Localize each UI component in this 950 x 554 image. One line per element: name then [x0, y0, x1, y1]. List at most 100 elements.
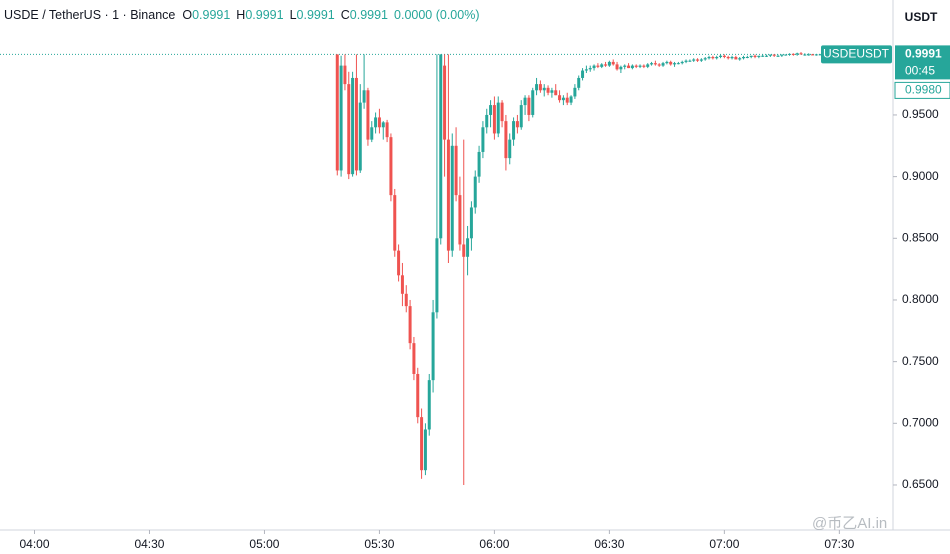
candle-body [508, 139, 512, 159]
candle-body [669, 61, 673, 65]
y-tick-label: 0.9500 [902, 107, 939, 121]
candle-body [450, 145, 454, 251]
candle-body [362, 90, 366, 103]
candle-body [569, 96, 573, 103]
candle-body [519, 105, 523, 128]
candle-body [707, 56, 711, 59]
legend-key: H [236, 8, 246, 22]
candle-body [642, 65, 646, 67]
candle-body [515, 121, 519, 128]
candle-body [615, 64, 619, 70]
price-tag: 0.9991 [905, 47, 942, 61]
candle-body [389, 137, 393, 196]
candle-body [607, 61, 611, 66]
candle-body [550, 90, 554, 93]
candle-body [420, 417, 424, 471]
candle-body [788, 53, 792, 55]
candle-body [699, 59, 703, 61]
candle-body [577, 77, 581, 88]
legend-value: 0.9991 [245, 8, 284, 22]
change: 0.0000 (0.00%) [394, 8, 480, 22]
candle-body [673, 63, 677, 65]
candle-body [638, 65, 642, 67]
x-tick-label: 04:30 [134, 537, 164, 551]
candle-body [435, 238, 439, 313]
candle-body [634, 65, 638, 67]
candle-body [676, 63, 680, 65]
ohlc: O0.9991 H0.9991 L0.9991 C0.9991 [182, 8, 394, 22]
candle-body [354, 77, 358, 171]
candle-body [657, 64, 661, 66]
candle-body [726, 56, 730, 59]
candle-body [489, 105, 493, 115]
candle-body [688, 60, 692, 62]
candle-body [500, 102, 504, 122]
candle-body [542, 87, 546, 91]
x-tick-label: 07:30 [824, 537, 854, 551]
candle-body [611, 61, 615, 65]
candle-body [811, 54, 815, 56]
candle-body [646, 64, 650, 67]
marker-tag: 0.9980 [905, 83, 942, 97]
candle-body [358, 102, 362, 171]
x-tick-label: 05:00 [249, 537, 279, 551]
x-tick-label: 06:00 [479, 537, 509, 551]
candle-body [696, 59, 700, 61]
watermark: @币乙AI.in [812, 515, 887, 532]
candle-body [496, 102, 500, 134]
candle-body [343, 65, 347, 85]
candle-body [423, 429, 427, 471]
candle-body [546, 87, 550, 93]
candle-body [799, 53, 803, 55]
candle-body [650, 63, 654, 65]
candle-body [734, 56, 738, 60]
candle-body [454, 145, 458, 196]
candle-body [439, 54, 443, 239]
x-tick-label: 07:00 [709, 537, 739, 551]
axis-unit: USDT [905, 10, 938, 24]
candle-body [719, 55, 723, 57]
candle-body [711, 56, 715, 59]
candle-body [443, 65, 447, 140]
x-tick-label: 06:30 [594, 537, 624, 551]
candle-body [427, 380, 431, 430]
y-tick-label: 0.7000 [902, 415, 939, 429]
legend-value: 0.9991 [349, 8, 389, 22]
candle-body [538, 84, 542, 91]
candle-body [535, 84, 539, 91]
candle-body [807, 54, 811, 56]
candle-body [370, 127, 374, 140]
candle-body [768, 54, 772, 56]
candle-body [400, 275, 404, 294]
candle-body [481, 127, 485, 152]
candle-body [485, 114, 489, 128]
candle-body [412, 343, 416, 374]
candle-body [803, 54, 807, 56]
candle-body [558, 95, 562, 101]
candle-body [523, 97, 527, 106]
candle-body [397, 250, 401, 276]
candle-body [703, 58, 707, 60]
x-tick-label: 05:30 [364, 537, 394, 551]
candle-body [466, 238, 470, 257]
candle-body [627, 65, 631, 69]
legend-key: C [340, 8, 350, 22]
candle-body [692, 59, 696, 61]
candle-body [619, 66, 623, 70]
candle-body [462, 244, 466, 257]
candle-body [381, 122, 385, 128]
candle-body [730, 56, 734, 59]
y-tick-label: 0.6500 [902, 477, 939, 491]
countdown: 00:45 [905, 64, 935, 78]
candle-body [347, 84, 351, 175]
candle-body [351, 77, 355, 175]
candle-body [339, 65, 343, 171]
candle-body [757, 55, 761, 57]
candle-body [596, 65, 600, 67]
legend-value: 0.9991 [192, 8, 231, 22]
marker-tag-bg [894, 81, 950, 99]
candle-body [565, 97, 569, 103]
y-tick-label: 0.9000 [902, 169, 939, 183]
candle-body [416, 373, 420, 418]
